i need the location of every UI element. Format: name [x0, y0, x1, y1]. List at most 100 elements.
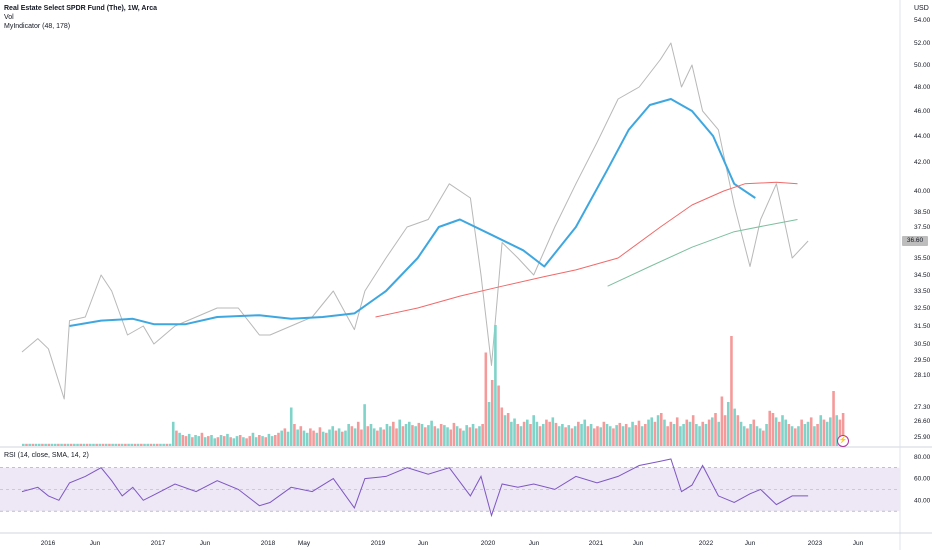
volume-bar: [207, 436, 210, 446]
volume-bar: [468, 427, 472, 446]
volume-bar: [548, 421, 551, 446]
volume-bar: [704, 424, 708, 446]
price-tick-label: 27.30: [914, 404, 931, 411]
volume-bar: [695, 424, 698, 446]
volume-bar: [838, 419, 842, 446]
volume-bar: [519, 426, 523, 446]
volume-bar: [25, 443, 28, 446]
volume-bar: [165, 443, 169, 446]
price-tick-label: 25.90: [914, 434, 931, 441]
volume-bar: [404, 424, 408, 446]
price-tick-label: 32.50: [914, 305, 931, 312]
volume-bar: [439, 424, 443, 446]
volume-legend[interactable]: Vol: [4, 14, 14, 21]
volume-bar: [181, 435, 185, 446]
volume-bar: [829, 417, 832, 446]
volume-bar: [41, 443, 44, 446]
volume-bar: [337, 428, 341, 446]
volume-bar: [194, 435, 197, 446]
volume-bar: [433, 426, 437, 446]
volume-bar: [797, 426, 800, 446]
volume-bar: [98, 443, 102, 446]
current-price-tag: 36.60: [902, 236, 928, 246]
volume-bar: [334, 430, 338, 446]
volume-bar: [264, 437, 268, 446]
volume-bar: [146, 443, 149, 446]
volume-bar: [580, 424, 583, 446]
volume-bar: [372, 428, 376, 446]
price-tick-label: 28.10: [914, 372, 931, 379]
volume-bar: [691, 415, 695, 446]
volume-bar: [248, 436, 252, 446]
price-tick-label: 52.00: [914, 40, 931, 47]
volume-bar: [286, 431, 290, 446]
indicator-slow-2-line: [607, 219, 798, 287]
volume-bar: [242, 437, 245, 446]
volume-bar: [130, 443, 134, 446]
volume-bar: [200, 432, 204, 446]
volume-bar: [143, 443, 146, 446]
volume-bar: [672, 424, 676, 446]
volume-bar: [793, 428, 797, 446]
chart-title[interactable]: Real Estate Select SPDR Fund (The), 1W, …: [4, 5, 158, 12]
volume-bar: [803, 424, 807, 446]
volume-bar: [69, 443, 73, 446]
volume-bar: [305, 432, 309, 446]
volume-bar: [366, 426, 370, 446]
volume-bar: [532, 415, 535, 446]
volume-bar: [787, 424, 791, 446]
rsi-legend[interactable]: RSI (14, close, SMA, 14, 2): [4, 452, 89, 459]
volume-bar: [551, 417, 555, 446]
volume-bar: [92, 443, 95, 446]
volume-bar: [781, 415, 784, 446]
volume-bar: [647, 419, 650, 446]
volume-bar: [522, 421, 526, 446]
volume-bar: [191, 437, 194, 446]
volume-bar: [835, 415, 839, 446]
volume-bar: [669, 421, 673, 446]
volume-bar: [832, 391, 835, 446]
volume-bar: [822, 419, 826, 446]
volume-bar: [197, 436, 201, 446]
volume-bar: [222, 436, 226, 446]
volume-bar: [481, 424, 484, 446]
volume-bar: [618, 422, 622, 446]
volume-bar: [726, 402, 730, 446]
volume-bar: [261, 436, 264, 446]
volume-bar: [210, 435, 213, 446]
volume-bar: [88, 443, 92, 446]
volume-bar: [599, 427, 602, 446]
volume-bar: [733, 408, 736, 446]
volume-bar: [749, 424, 752, 446]
volume-bar: [149, 443, 153, 446]
volume-bar: [104, 443, 108, 446]
volume-bar: [494, 325, 497, 446]
lightning-icon[interactable]: ⚡: [837, 435, 849, 447]
volume-bar: [155, 443, 159, 446]
volume-bar: [711, 417, 714, 446]
time-tick-label: 2022: [699, 540, 714, 547]
volume-bar: [299, 426, 303, 446]
price-tick-label: 54.00: [914, 17, 931, 24]
volume-bar: [347, 424, 350, 446]
volume-bar: [506, 413, 510, 446]
volume-bar: [663, 419, 666, 446]
price-tick-label: 34.50: [914, 272, 931, 279]
volume-bar: [379, 427, 382, 446]
time-tick-label: 2020: [481, 540, 496, 547]
price-tick-label: 26.60: [914, 418, 931, 425]
volume-bar: [819, 415, 823, 446]
volume-bar: [187, 433, 191, 446]
volume-bar: [806, 421, 810, 446]
indicator-legend[interactable]: MyIndicator (48, 178): [4, 23, 71, 30]
volume-bar: [79, 443, 83, 446]
volume-bar: [162, 443, 165, 446]
volume-bar: [640, 426, 644, 446]
volume-bar: [583, 419, 587, 446]
volume-bar: [608, 426, 612, 446]
volume-bar: [57, 443, 60, 446]
volume-bar: [251, 432, 255, 446]
volume-bar: [720, 396, 724, 446]
time-tick-label: 2018: [261, 540, 276, 547]
